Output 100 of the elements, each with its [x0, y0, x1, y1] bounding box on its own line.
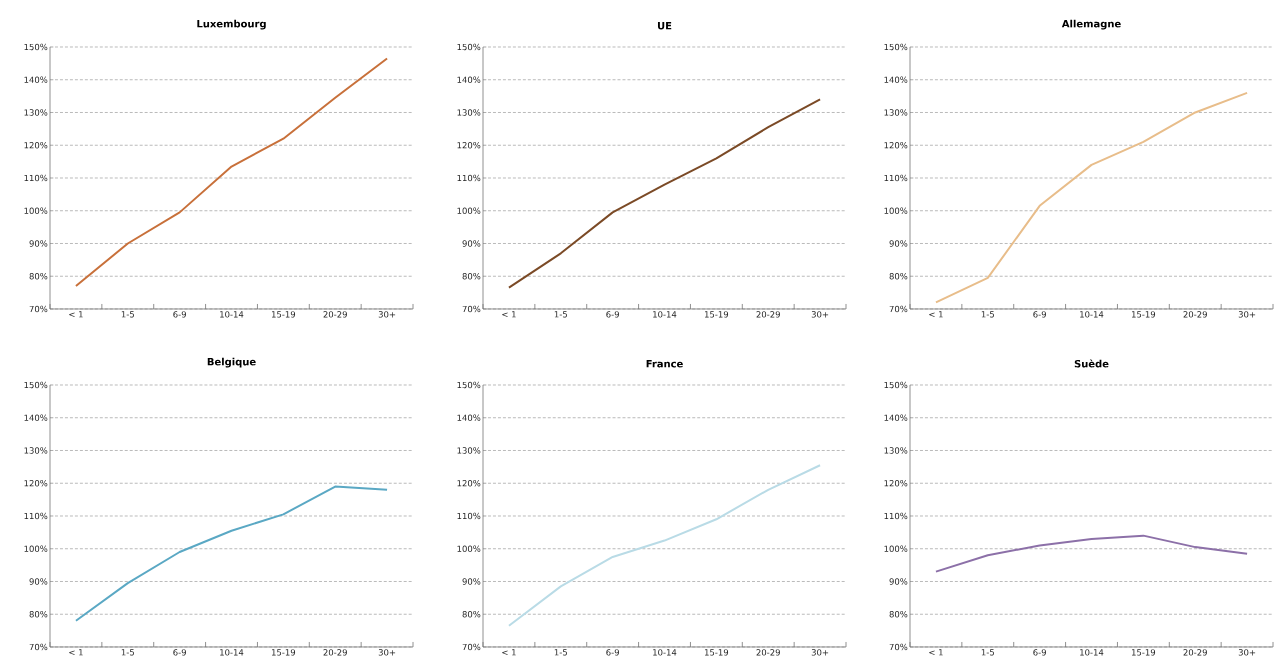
x-tick-label: < 1: [502, 311, 516, 318]
x-tick-label: 6-9: [1033, 649, 1046, 656]
y-tick-label: 140%: [884, 76, 908, 83]
x-tick-label: < 1: [69, 649, 83, 656]
y-tick-label: 80%: [889, 611, 908, 618]
x-tick-label: < 1: [929, 311, 943, 318]
x-tick-label: 15-19: [272, 649, 296, 656]
y-tick-label: 130%: [884, 447, 908, 454]
x-tick-label: 1-5: [981, 311, 994, 318]
y-tick-label: 150%: [457, 381, 481, 389]
y-tick-label: 140%: [457, 414, 481, 421]
y-tick-label: 70%: [462, 305, 481, 313]
y-tick-label: 100%: [457, 207, 481, 214]
y-tick-label: 120%: [884, 142, 908, 149]
x-tick-label: 6-9: [606, 311, 619, 318]
x-tick-label: 10-14: [653, 649, 677, 656]
line-series: [934, 534, 1249, 573]
x-tick-label: < 1: [69, 311, 83, 318]
y-tick-label: 120%: [24, 142, 48, 149]
y-tick-label: 110%: [457, 174, 481, 182]
y-tick-label: 130%: [884, 109, 908, 116]
y-tick-label: 110%: [884, 512, 908, 520]
y-tick-label: 150%: [457, 43, 481, 51]
y-tick-label: 100%: [884, 545, 908, 552]
y-tick-label: 150%: [24, 381, 48, 389]
y-tick-label: 110%: [24, 512, 48, 520]
line-series: [507, 464, 822, 627]
x-tick-label: 30+: [378, 649, 396, 656]
y-tick-label: 70%: [29, 305, 48, 313]
x-tick-label: 20-29: [756, 311, 780, 318]
line-series: [507, 98, 822, 289]
x-tick-label: 6-9: [173, 649, 186, 656]
x-tick-label: 10-14: [220, 311, 244, 318]
x-tick-label: 30+: [811, 649, 829, 656]
x-tick-label: 1-5: [121, 649, 134, 656]
y-tick-label: 130%: [24, 109, 48, 116]
y-tick-label: 70%: [29, 643, 48, 651]
y-tick-label: 150%: [884, 381, 908, 389]
y-tick-label: 150%: [24, 43, 48, 51]
x-tick-label: 20-29: [323, 311, 347, 318]
chart-title: Belgique: [207, 357, 256, 368]
y-tick-label: 90%: [462, 578, 481, 585]
y-tick-label: 130%: [457, 109, 481, 116]
y-tick-label: 100%: [24, 545, 48, 552]
y-tick-label: 70%: [889, 305, 908, 313]
y-tick-label: 100%: [884, 207, 908, 214]
y-tick-label: 120%: [884, 480, 908, 487]
y-tick-label: 80%: [889, 273, 908, 280]
x-tick-label: 1-5: [554, 649, 567, 656]
x-tick-label: < 1: [929, 649, 943, 656]
y-tick-label: 130%: [24, 447, 48, 454]
x-tick-label: 15-19: [1132, 649, 1156, 656]
x-tick-label: 30+: [1238, 311, 1256, 318]
y-tick-label: 70%: [462, 643, 481, 651]
x-tick-label: 15-19: [705, 311, 729, 318]
y-tick-label: 90%: [29, 240, 48, 247]
y-tick-label: 110%: [24, 174, 48, 182]
line-series: [934, 91, 1249, 304]
x-tick-label: 6-9: [173, 311, 186, 318]
line-series: [74, 485, 389, 622]
y-tick-label: 140%: [24, 414, 48, 421]
x-tick-label: 20-29: [323, 649, 347, 656]
y-tick-label: 110%: [884, 174, 908, 182]
line-series: [74, 57, 389, 288]
x-tick-label: < 1: [502, 649, 516, 656]
chart-title: Allemagne: [1061, 19, 1121, 30]
y-tick-label: 100%: [24, 207, 48, 214]
y-tick-label: 70%: [889, 643, 908, 651]
y-tick-label: 90%: [462, 240, 481, 247]
x-tick-label: 6-9: [1033, 311, 1046, 318]
x-tick-label: 15-19: [272, 311, 296, 318]
x-tick-label: 10-14: [1080, 311, 1104, 318]
y-tick-label: 90%: [29, 578, 48, 585]
x-tick-label: 30+: [378, 311, 396, 318]
y-tick-label: 90%: [889, 240, 908, 247]
x-tick-label: 15-19: [1132, 311, 1156, 318]
chart-title: UE: [657, 22, 672, 30]
x-tick-label: 30+: [811, 311, 829, 318]
x-tick-label: 20-29: [756, 649, 780, 656]
y-tick-label: 140%: [457, 76, 481, 83]
x-tick-label: 1-5: [554, 311, 567, 318]
y-tick-label: 120%: [457, 480, 481, 487]
x-tick-label: 1-5: [121, 311, 134, 318]
y-tick-label: 120%: [24, 480, 48, 487]
y-tick-label: 100%: [457, 545, 481, 552]
y-tick-label: 80%: [29, 273, 48, 280]
x-tick-label: 10-14: [1080, 649, 1104, 656]
x-tick-label: 15-19: [705, 649, 729, 656]
x-tick-label: 20-29: [1183, 311, 1207, 318]
chart-title: France: [646, 360, 683, 368]
chart-title: Luxembourg: [197, 19, 266, 30]
x-tick-label: 30+: [1238, 649, 1256, 656]
y-tick-label: 80%: [462, 273, 481, 280]
x-tick-label: 10-14: [653, 311, 677, 318]
y-tick-label: 80%: [29, 611, 48, 618]
x-tick-label: 20-29: [1183, 649, 1207, 656]
y-tick-label: 140%: [24, 76, 48, 83]
y-tick-label: 110%: [457, 512, 481, 520]
y-tick-label: 150%: [884, 43, 908, 51]
y-tick-label: 140%: [884, 414, 908, 421]
